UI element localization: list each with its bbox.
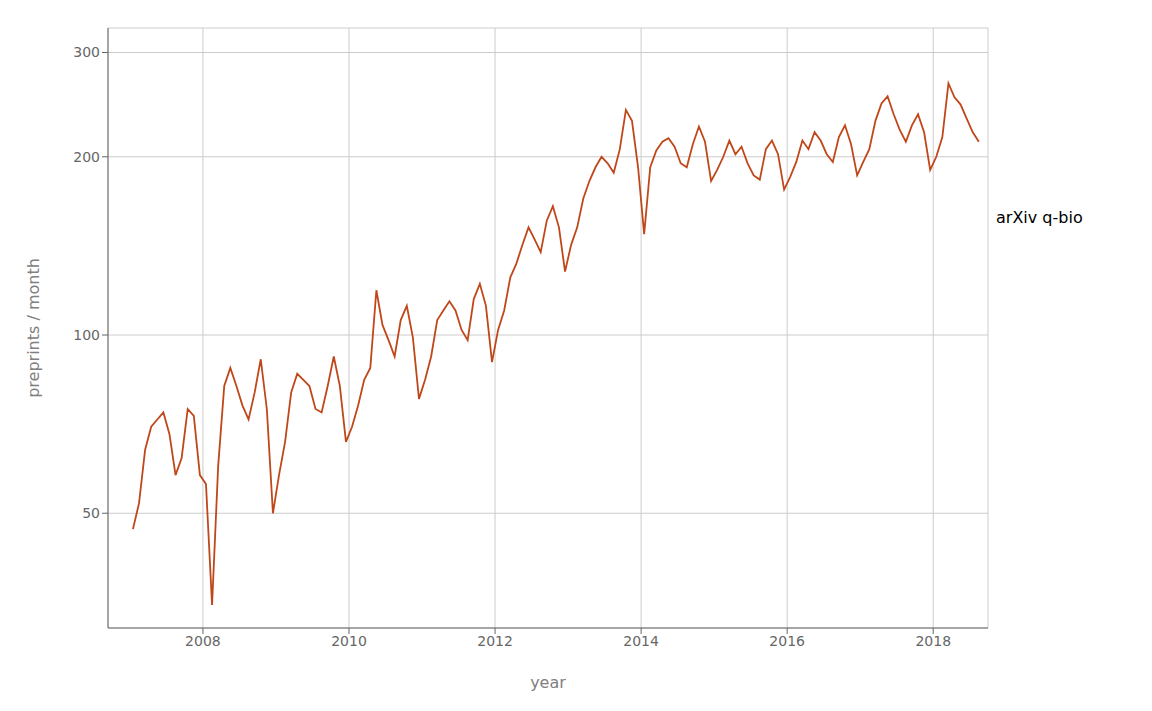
- svg-text:100: 100: [73, 327, 100, 343]
- svg-text:2010: 2010: [331, 633, 367, 649]
- svg-text:2008: 2008: [185, 633, 221, 649]
- svg-text:year: year: [530, 673, 566, 692]
- svg-text:2016: 2016: [769, 633, 805, 649]
- svg-text:300: 300: [73, 44, 100, 60]
- svg-text:200: 200: [73, 149, 100, 165]
- html-text:arXiv q-bio: arXiv q-bio: [996, 207, 1083, 227]
- svg-text:2012: 2012: [477, 633, 513, 649]
- svg-text:2018: 2018: [915, 633, 951, 649]
- svg-text:50: 50: [82, 505, 100, 521]
- svg-text:2014: 2014: [623, 633, 659, 649]
- svg-text:preprints / month: preprints / month: [24, 258, 43, 398]
